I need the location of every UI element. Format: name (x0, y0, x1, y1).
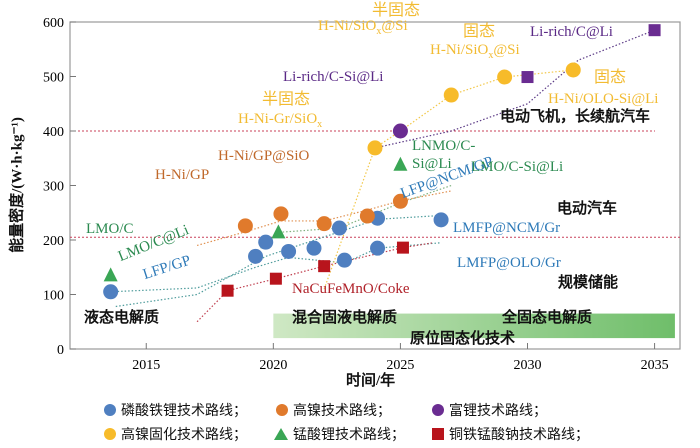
annotation-na: NaCuFeMnO/Coke (292, 281, 410, 297)
data-point (331, 220, 347, 236)
legend-label: 富锂技术路线； (449, 404, 547, 419)
annotation-lnmo-b: Si@Li (412, 156, 452, 172)
data-point (281, 243, 297, 259)
annotation-lmfp-olo: LMFP@OLO/Gr (457, 255, 561, 271)
region-aircraft: 电动飞机，长续航汽车 (500, 109, 651, 125)
region-storage: 规模储能 (558, 275, 619, 291)
region-ev: 电动汽车 (557, 201, 618, 217)
y-axis-label: 能量密度/(W·h·kg⁻¹) (9, 117, 26, 253)
y-tick-label: 600 (43, 16, 64, 31)
annotation-lnmo-a: LNMO/C- (412, 138, 476, 154)
text: x (376, 26, 382, 37)
y-tick-label: 100 (43, 289, 64, 304)
data-point (258, 234, 274, 250)
text: H-Ni/SiO (318, 18, 377, 34)
x-tick-label: 2020 (259, 358, 287, 373)
circle-marker-icon (104, 428, 116, 440)
y-tick-label: 400 (43, 125, 64, 140)
data-point (316, 216, 332, 232)
circle-marker-icon (104, 404, 116, 416)
legend-label: 高镍技术路线； (293, 404, 391, 419)
annotation-semi-solid-2: 半固态 (262, 91, 311, 108)
annotation-solid-2: 固态 (594, 69, 627, 86)
circle-marker-icon (276, 404, 288, 416)
trend-lirich (374, 29, 655, 149)
data-point (318, 260, 331, 273)
data-point (359, 208, 375, 224)
y-tick-label: 500 (43, 71, 64, 86)
annotation-lmfp-ncm: LMFP@NCM/Gr (453, 220, 561, 236)
text: H-Ni-Gr/SiO (238, 111, 318, 127)
y-tick-label: 0 (57, 343, 64, 358)
data-point (271, 224, 286, 239)
annotation-lmo-csi: LMO/C-Si@Li (471, 159, 564, 175)
data-point (237, 218, 253, 234)
legend-label: 锰酸锂技术路线； (293, 428, 405, 443)
data-point (392, 123, 408, 139)
legend-item-na: 铜铁锰酸钠技术路线； (432, 424, 589, 444)
text: @Si (381, 18, 408, 34)
legend-item-lmo: 锰酸锂技术路线； (274, 424, 405, 444)
region-insitu: 原位固态化技术 (410, 331, 516, 347)
annotation-lirich-c: Li-rich/C@Li (530, 24, 613, 40)
text: x (317, 119, 323, 130)
legend-item-hni-solid: 高镍固化技术路线； (104, 424, 247, 444)
annotation-semi-solid-1: 半固态 (372, 2, 421, 19)
data-point (392, 193, 408, 209)
text: @Si (493, 42, 520, 58)
legend-item-hni: 高镍技术路线； (276, 400, 391, 420)
data-point (337, 252, 352, 268)
region-allsolid: 全固态电解质 (502, 310, 593, 326)
x-tick-label: 2030 (514, 358, 542, 373)
data-point (565, 62, 581, 78)
legend-item-lfp: 磷酸铁锂技术路线； (104, 400, 247, 420)
x-tick-label: 2025 (386, 358, 414, 373)
data-point (273, 206, 289, 222)
annotation-hni-siox-si-1: H-Ni/SiOx@Si (318, 19, 408, 37)
data-point (103, 267, 118, 282)
annotation-solid-1: 固态 (463, 23, 496, 40)
text: H-Ni/SiO (430, 42, 489, 58)
legend-item-lirich: 富锂技术路线； (432, 400, 547, 420)
data-point (648, 24, 661, 37)
data-point (306, 240, 322, 256)
annotation-hni-gr-siox: H-Ni-Gr/SiOx (238, 112, 322, 130)
region-liquid: 液态电解质 (84, 310, 160, 326)
data-point (269, 272, 282, 285)
annotation-hni-gp: H-Ni/GP (155, 167, 210, 183)
text: x (488, 50, 494, 61)
data-point (221, 284, 234, 297)
data-point (103, 284, 119, 300)
data-point (521, 71, 534, 84)
legend-label: 铜铁锰酸钠技术路线； (449, 428, 589, 443)
legend-label: 高镍固化技术路线； (121, 428, 247, 443)
x-tick-label: 2015 (132, 358, 160, 373)
y-tick-label: 300 (43, 180, 64, 195)
y-tick-label: 200 (43, 234, 64, 249)
legend-label: 磷酸铁锂技术路线； (121, 404, 247, 419)
x-tick-label: 2035 (641, 358, 669, 373)
x-axis-label: 时间/年 (346, 373, 396, 389)
annotation-hni-olo-si: H-Ni/OLO-Si@Li (548, 91, 659, 107)
data-point (396, 241, 409, 254)
data-point (443, 87, 459, 103)
annotation-lirich-csi: Li-rich/C-Si@Li (283, 69, 384, 85)
data-point (433, 212, 449, 228)
square-marker-icon (432, 428, 444, 440)
trend-lfp-2 (115, 214, 442, 308)
data-point (370, 240, 386, 256)
annotation-hni-siox-si-2: H-Ni/SiOx@Si (430, 43, 520, 61)
annotation-lmo-c: LMO/C (86, 221, 134, 237)
circle-marker-icon (432, 404, 444, 416)
region-hybrid: 混合固液电解质 (292, 310, 398, 326)
electrolyte-band (273, 313, 675, 339)
data-point (497, 69, 513, 85)
data-point (367, 140, 383, 156)
data-point (393, 156, 408, 171)
triangle-marker-icon (274, 428, 288, 440)
annotation-hni-gp-sio: H-Ni/GP@SiO (218, 148, 310, 164)
data-point (248, 248, 264, 264)
